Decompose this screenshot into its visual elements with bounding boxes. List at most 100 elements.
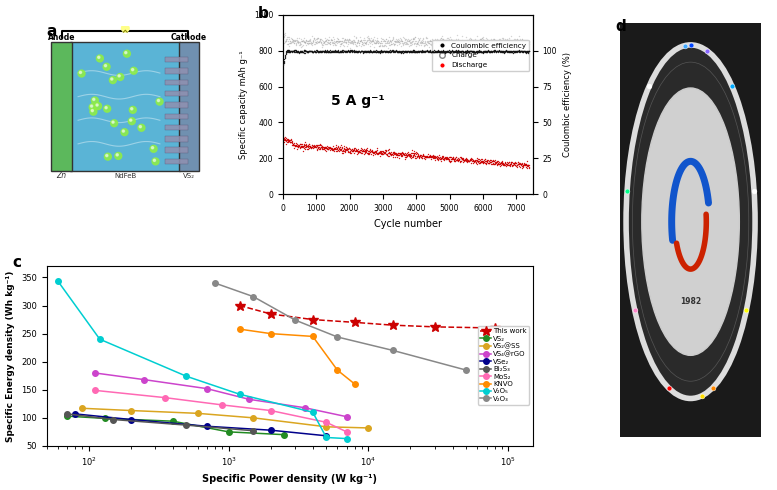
Point [458,47,471,55]
Point [301,47,314,55]
Point [411,151,423,159]
Point [417,151,430,159]
Point [416,154,429,162]
Point [415,38,427,46]
Point [467,36,479,44]
Point [399,36,411,44]
Point [407,47,420,54]
Point [412,38,424,46]
Point [453,47,465,55]
Point [490,37,502,45]
Point [511,47,524,54]
Point [325,35,337,43]
Point [446,38,458,46]
Point [364,48,377,56]
Point [450,153,462,161]
Point [510,38,523,46]
Point [287,48,300,55]
Point [303,48,315,55]
Point [343,36,356,44]
Point [501,48,514,55]
Point [340,36,352,44]
Point [347,148,360,156]
Point [391,150,403,158]
Point [357,41,369,49]
Point [485,48,497,56]
Point [355,47,368,55]
Point [340,48,353,56]
Point [306,142,319,150]
Point [511,158,524,166]
Point [363,48,375,56]
Point [328,145,340,153]
Point [423,153,435,161]
Point [279,52,291,60]
Point [354,147,366,154]
Point [423,153,436,161]
VSe₂ [322,433,331,439]
Point [490,37,502,45]
Point [366,48,378,56]
Point [389,47,402,54]
Point [443,38,455,46]
Point [514,39,527,47]
Point [467,39,479,47]
Point [430,37,442,45]
Point [501,40,514,48]
Point [409,149,421,157]
Point [327,147,340,154]
Point [282,47,294,54]
Point [448,37,461,45]
Point [289,142,301,149]
Point [277,61,289,69]
Point [423,37,436,45]
Point [441,155,454,163]
Point [347,147,360,155]
Point [295,142,308,150]
Point [293,48,305,56]
Point [326,39,338,47]
Point [326,47,339,55]
Point [294,144,306,152]
Point [474,35,486,43]
Point [353,148,365,156]
Circle shape [79,72,82,74]
Point [424,47,437,54]
Point [484,156,497,164]
Point [362,48,375,56]
Point [520,160,532,168]
Point [415,153,427,161]
Point [325,48,337,56]
Point [342,38,354,46]
Point [517,161,529,169]
Text: b: b [258,6,269,21]
Point [367,48,379,55]
Point [398,48,410,55]
Point [519,48,531,55]
Point [443,48,455,56]
Point [362,48,375,56]
Point [344,44,357,52]
Point [406,37,419,45]
Point [392,151,404,159]
Point [310,48,322,55]
Point [284,39,297,47]
Point [322,145,334,153]
Point [431,155,444,163]
Point [379,41,392,49]
Point [376,48,388,56]
Point [469,157,482,165]
Point [315,35,327,43]
Point [346,38,358,46]
Point [371,49,384,56]
Point [297,37,309,45]
Point [319,47,332,55]
Point [399,47,411,55]
Point [521,161,534,169]
Point [313,39,326,47]
Point [469,47,482,55]
Point [378,149,391,157]
Point [315,38,327,46]
Point [392,48,404,55]
Point [417,151,430,159]
